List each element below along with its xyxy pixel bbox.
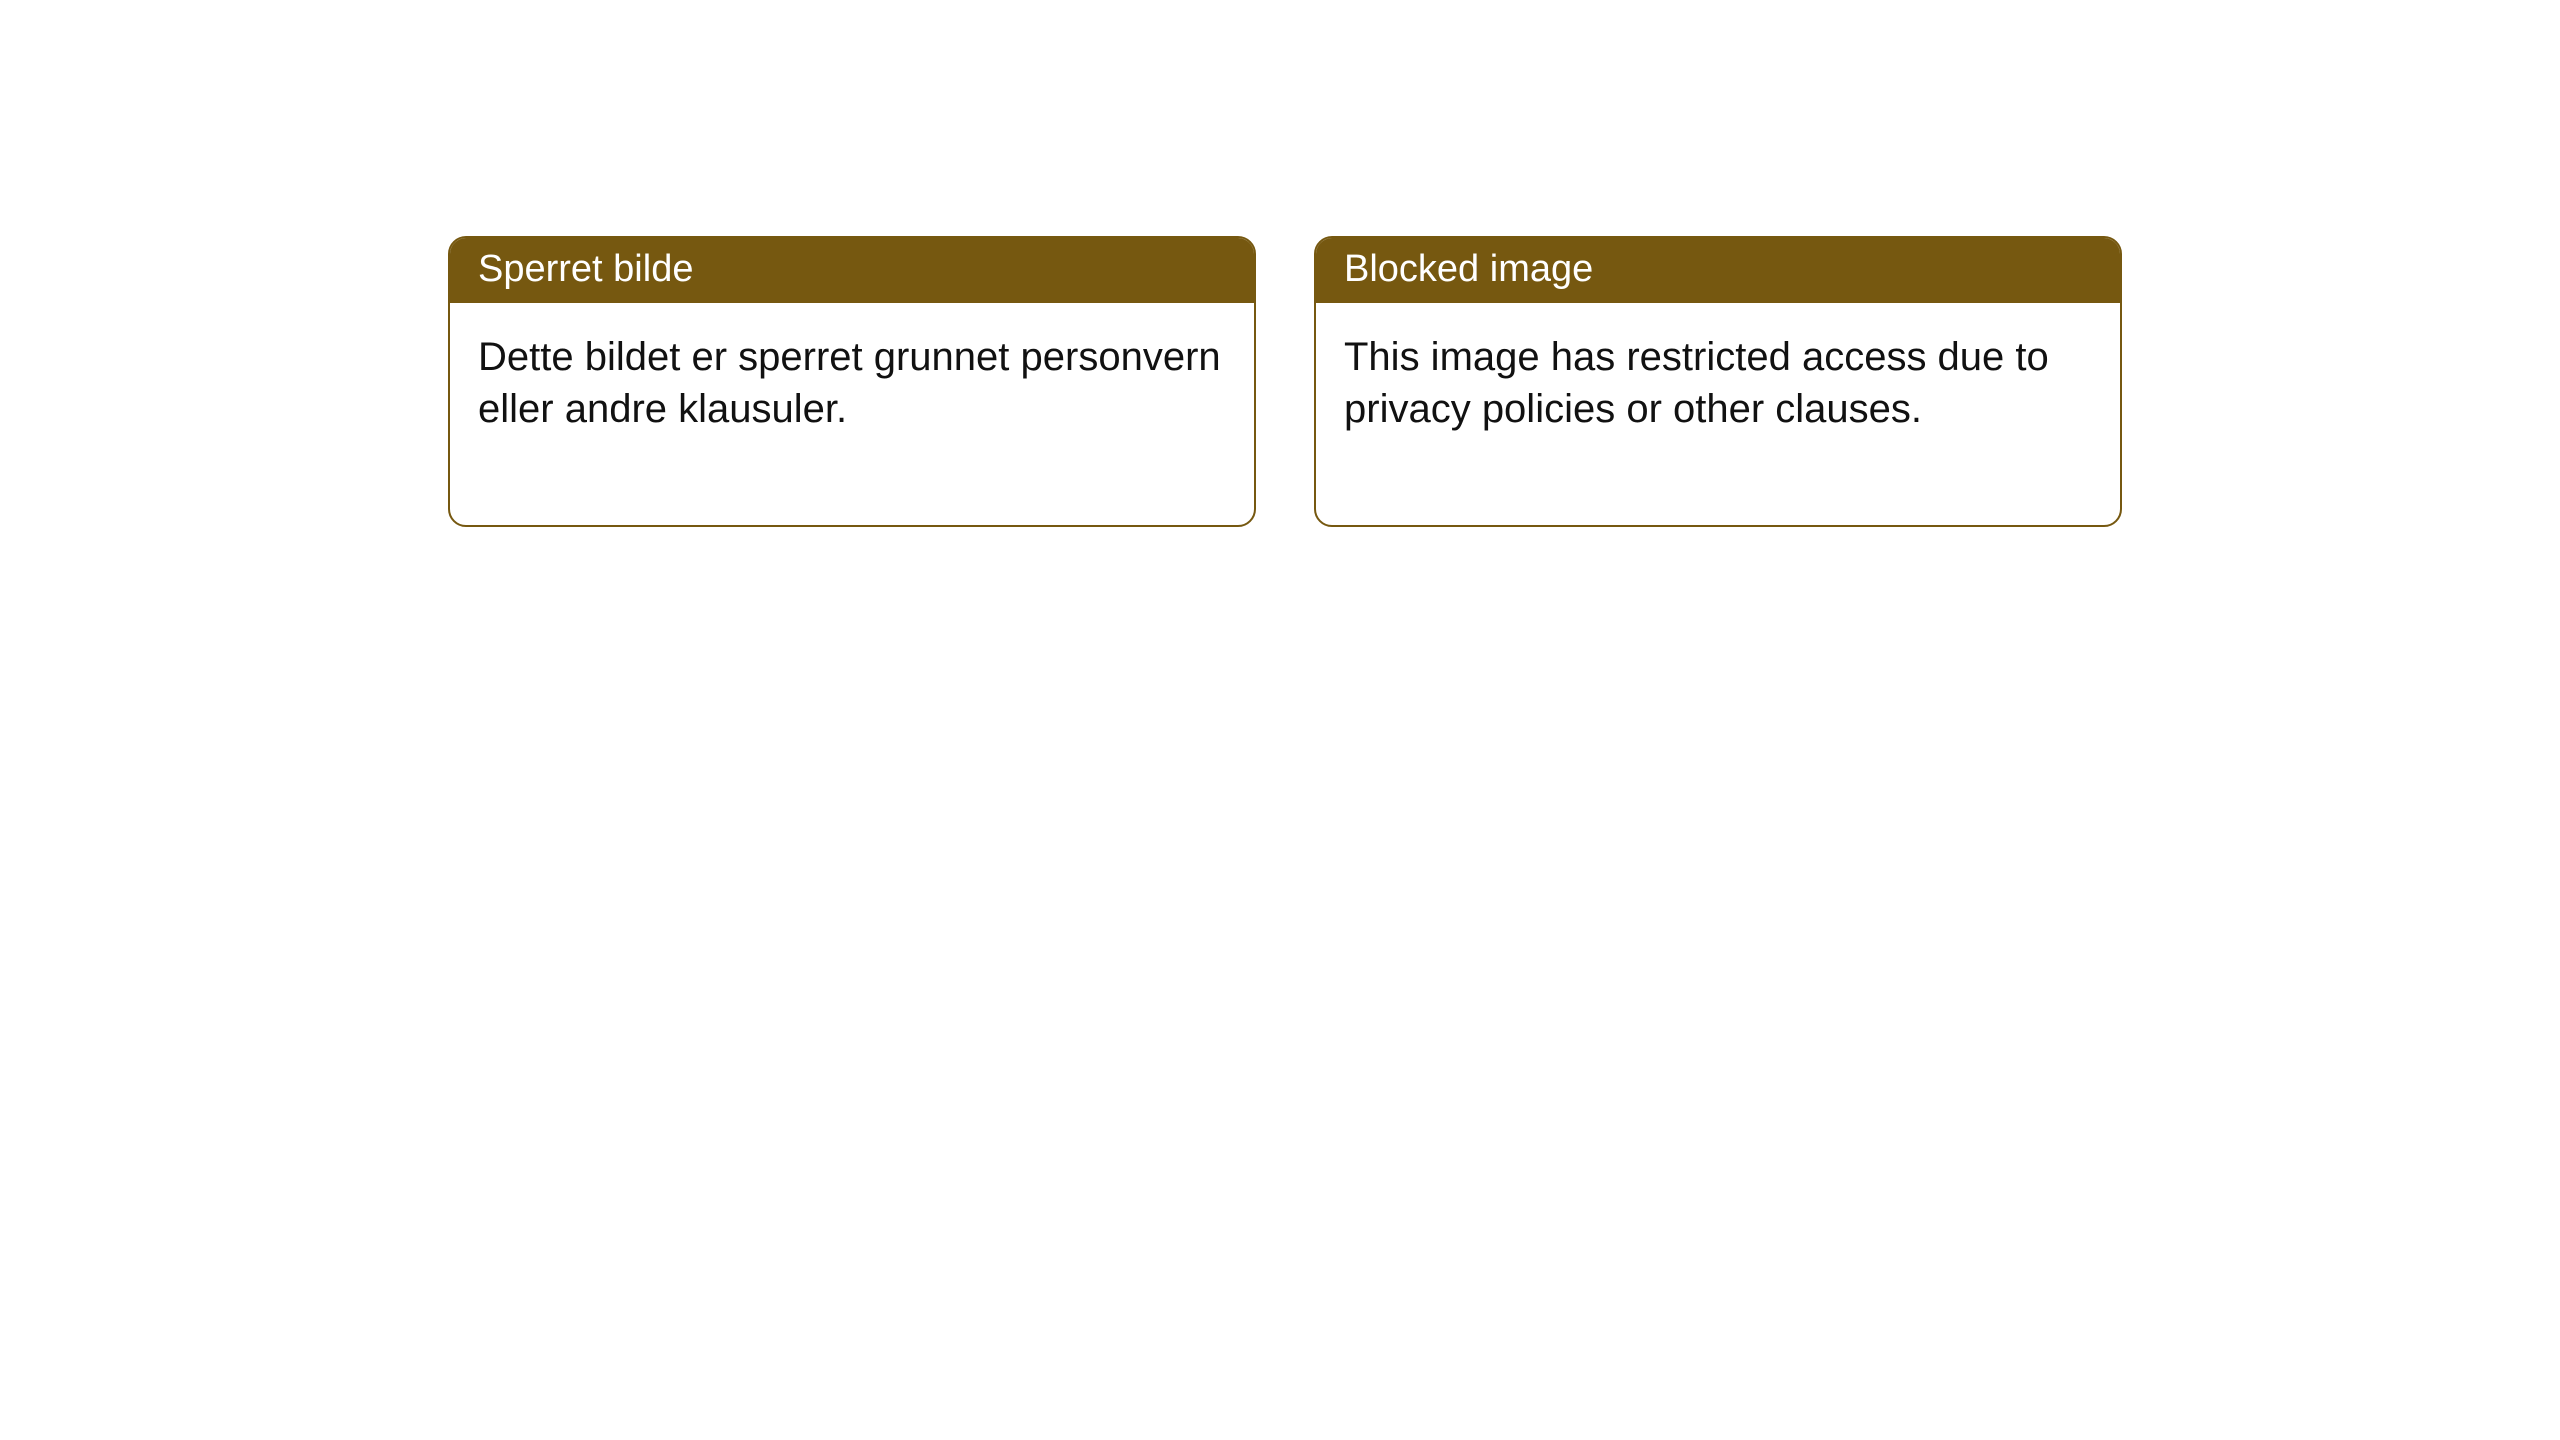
notice-message: This image has restricted access due to … bbox=[1344, 335, 2049, 431]
notice-header: Blocked image bbox=[1316, 238, 2120, 303]
notice-card-norwegian: Sperret bilde Dette bildet er sperret gr… bbox=[448, 236, 1256, 527]
notice-body: Dette bildet er sperret grunnet personve… bbox=[450, 303, 1254, 525]
notice-body: This image has restricted access due to … bbox=[1316, 303, 2120, 525]
notice-title: Sperret bilde bbox=[478, 248, 693, 290]
notice-title: Blocked image bbox=[1344, 248, 1593, 290]
notice-cards-container: Sperret bilde Dette bildet er sperret gr… bbox=[448, 236, 2122, 527]
notice-card-english: Blocked image This image has restricted … bbox=[1314, 236, 2122, 527]
notice-header: Sperret bilde bbox=[450, 238, 1254, 303]
notice-message: Dette bildet er sperret grunnet personve… bbox=[478, 335, 1221, 431]
